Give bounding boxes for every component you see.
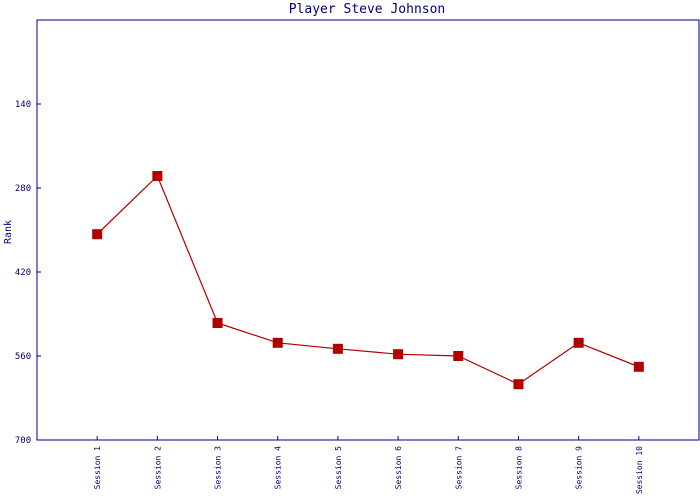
x-tick-label: Session 7 [454, 446, 463, 490]
y-tick-label: 560 [15, 352, 31, 362]
y-tick-label: 700 [15, 436, 31, 446]
x-tick-label: Session 4 [274, 446, 283, 490]
data-point [393, 349, 404, 360]
y-tick-label: 140 [15, 100, 31, 110]
series-line [96, 174, 640, 385]
data-point [633, 361, 644, 372]
data-point [573, 337, 584, 348]
data-point [272, 337, 283, 348]
data-point [453, 351, 464, 361]
x-tick-label: Session 1 [93, 446, 102, 490]
chart-title: Player Steve Johnson [289, 2, 446, 17]
data-point [332, 343, 343, 354]
data-point [92, 229, 103, 240]
x-tick-label: Session 8 [514, 446, 523, 490]
y-axis-label: Rank [3, 220, 14, 244]
y-tick-label: 280 [15, 184, 31, 194]
plot-frame [36, 19, 700, 441]
y-tick-label: 420 [15, 268, 31, 278]
data-point [212, 318, 223, 328]
data-point [152, 171, 163, 181]
data-point [513, 379, 524, 390]
x-tick-label: Session 6 [394, 446, 403, 490]
x-tick-label: Session 9 [575, 446, 584, 490]
x-tick-label: Session 5 [334, 446, 343, 490]
x-tick-label: Session 2 [153, 446, 162, 490]
x-tick-label: Session 3 [214, 446, 223, 490]
x-tick-label: Session 10 [635, 446, 644, 494]
